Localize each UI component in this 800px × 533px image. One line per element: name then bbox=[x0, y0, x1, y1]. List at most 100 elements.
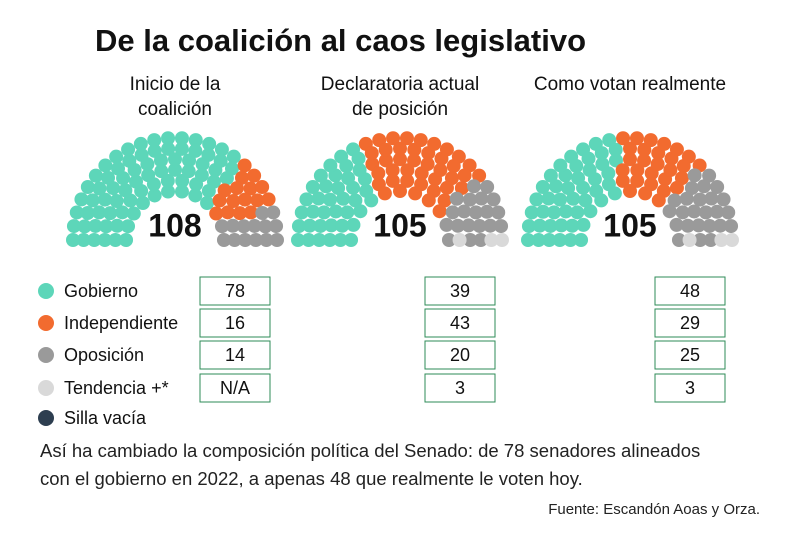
seat bbox=[574, 233, 589, 247]
seat bbox=[483, 218, 498, 233]
seat bbox=[682, 233, 697, 247]
seat bbox=[581, 151, 596, 166]
table-cell bbox=[199, 276, 271, 306]
total: 105 bbox=[373, 207, 426, 243]
seat bbox=[121, 142, 136, 157]
seat bbox=[472, 218, 487, 233]
seat bbox=[529, 192, 544, 207]
seat bbox=[333, 233, 348, 247]
seat bbox=[691, 218, 706, 233]
seat bbox=[439, 180, 454, 195]
seat bbox=[302, 218, 317, 233]
seat bbox=[227, 233, 242, 247]
seat bbox=[80, 206, 95, 221]
seat bbox=[432, 204, 447, 219]
seat bbox=[334, 149, 349, 164]
seat bbox=[561, 181, 576, 196]
table-value: 29 bbox=[680, 313, 700, 333]
seat bbox=[77, 219, 92, 234]
seat bbox=[629, 131, 644, 146]
seat bbox=[616, 131, 631, 146]
seat bbox=[437, 193, 452, 208]
seat bbox=[377, 186, 392, 201]
seat bbox=[270, 233, 284, 247]
seat bbox=[542, 233, 557, 247]
seat bbox=[521, 233, 535, 247]
seat bbox=[294, 205, 309, 220]
table-cell bbox=[199, 373, 271, 403]
seat bbox=[322, 233, 337, 247]
seat bbox=[671, 233, 686, 247]
seat bbox=[463, 233, 478, 247]
seat bbox=[657, 136, 672, 151]
seat bbox=[547, 205, 562, 220]
table-cell bbox=[424, 373, 496, 403]
seat bbox=[174, 131, 189, 146]
seat bbox=[543, 218, 558, 233]
seat bbox=[212, 193, 227, 208]
seat bbox=[226, 149, 241, 164]
seat bbox=[188, 188, 203, 203]
table-cell bbox=[654, 340, 726, 370]
seat bbox=[174, 141, 189, 156]
seat bbox=[667, 193, 682, 208]
seat bbox=[439, 142, 454, 157]
seat bbox=[713, 218, 728, 233]
seat bbox=[209, 206, 224, 221]
seat bbox=[85, 193, 100, 208]
seat bbox=[615, 173, 630, 188]
seat bbox=[558, 204, 573, 219]
seat bbox=[364, 146, 379, 161]
seat bbox=[680, 218, 695, 233]
seat bbox=[188, 133, 203, 148]
seat bbox=[378, 153, 393, 168]
seat bbox=[331, 181, 346, 196]
table-value: 3 bbox=[455, 378, 465, 398]
seat bbox=[220, 205, 235, 220]
seat bbox=[110, 218, 125, 233]
seat bbox=[449, 191, 464, 206]
seat bbox=[676, 159, 691, 174]
seat bbox=[623, 141, 637, 156]
seat bbox=[305, 180, 320, 195]
seat bbox=[662, 204, 677, 219]
seat bbox=[716, 192, 731, 207]
seat bbox=[420, 157, 435, 172]
seat bbox=[87, 233, 102, 247]
seat bbox=[323, 158, 338, 173]
table-value: 39 bbox=[450, 281, 470, 301]
table-value: 16 bbox=[225, 313, 245, 333]
seat bbox=[247, 168, 262, 183]
chart-title: Inicio de la bbox=[130, 74, 221, 95]
seat bbox=[255, 206, 270, 221]
seat bbox=[226, 194, 241, 209]
seat bbox=[704, 191, 719, 206]
seat bbox=[608, 153, 623, 168]
seat bbox=[669, 142, 684, 157]
seat bbox=[543, 168, 558, 183]
seat bbox=[570, 205, 585, 220]
seat bbox=[340, 205, 355, 220]
seat bbox=[623, 152, 637, 167]
seat bbox=[133, 136, 148, 151]
seat bbox=[201, 183, 216, 198]
seat bbox=[669, 217, 684, 232]
seat bbox=[160, 173, 175, 188]
seat bbox=[535, 180, 550, 195]
seat bbox=[623, 184, 637, 199]
seat bbox=[399, 131, 414, 146]
seat bbox=[247, 218, 262, 233]
seat bbox=[236, 219, 251, 234]
seat bbox=[491, 205, 506, 220]
seat bbox=[698, 205, 713, 220]
seat bbox=[201, 147, 216, 162]
seat bbox=[532, 218, 547, 233]
seat bbox=[323, 192, 338, 207]
seat bbox=[225, 218, 240, 233]
seat bbox=[703, 233, 718, 247]
caption: Así ha cambiado la composición política … bbox=[40, 440, 700, 461]
seat bbox=[98, 158, 113, 173]
seat bbox=[400, 173, 415, 188]
seat bbox=[353, 204, 368, 219]
seat bbox=[427, 136, 442, 151]
